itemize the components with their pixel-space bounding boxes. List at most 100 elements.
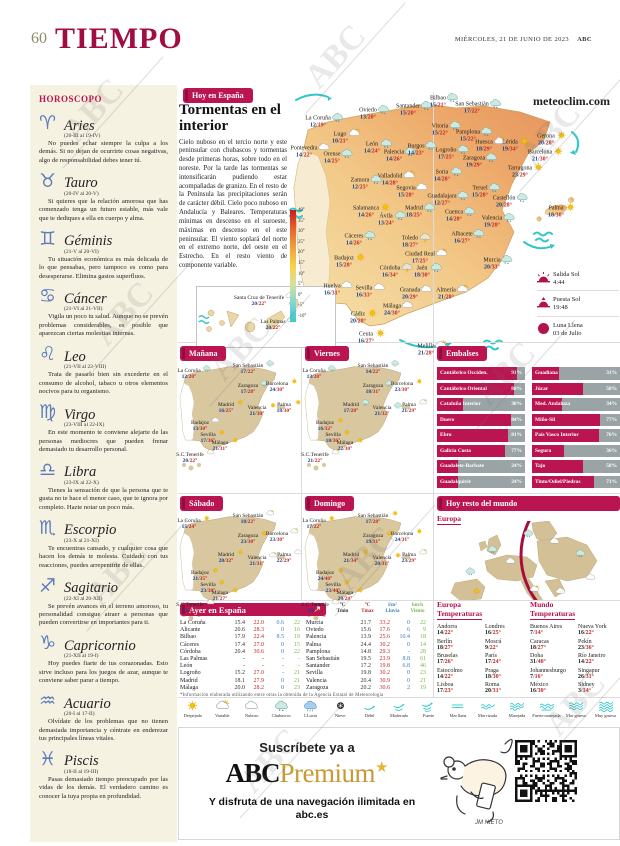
map-city-barcelona: Barcelona 24/31° — [391, 528, 423, 543]
scale-tick: 5° — [298, 282, 303, 288]
map-city-barcelona: Barcelona 24/30° — [266, 378, 298, 393]
date-text: MIÉRCOLES, 21 DE JUNIO DE 2023 — [454, 36, 570, 43]
yesterday-row: Oviedo 15.6 17.6 6 9 — [306, 627, 426, 634]
rain-icon — [423, 202, 435, 212]
star-icon: ★ — [375, 760, 389, 776]
yesterday-row: La Coruña 15.4 22.0 0.6 22 — [180, 620, 300, 626]
rain-icon — [391, 360, 399, 367]
cloud-icon — [318, 142, 330, 150]
zodiac-tauro-icon: ♉ — [39, 169, 57, 192]
world-temperatures: Europa Temperaturas Andorra 14/22° Londres 1… — [437, 600, 620, 701]
map-city-l-rida: Lérida 19/34° — [502, 137, 529, 152]
legend-marejada: Marejada — [502, 700, 531, 724]
zodiac-sign-name: Virgo — [64, 406, 96, 423]
col-header-viento: km/h Viento — [410, 603, 425, 614]
cloud-icon — [421, 284, 433, 292]
map-city-palma: Palma 21/29° — [402, 398, 427, 414]
yesterday-row: Madrid 18.1 27.9 0 21 — [180, 677, 300, 684]
zodiac-dates: (20-IV al 20-V) — [64, 190, 99, 197]
reservoir-bar-guadalete-barbate: Guadalete-Barbate 24% — [437, 460, 525, 473]
variable-icon — [331, 448, 340, 455]
zodiac-sign-name: Escorpio — [64, 522, 117, 539]
dateline: MIÉRCOLES, 21 DE JUNIO DE 2023 ABC — [455, 36, 592, 43]
sun-icon — [188, 701, 198, 711]
article-body: Cielo nuboso en el tercio norte y este p… — [179, 138, 287, 270]
sun-icon — [368, 309, 377, 318]
reservoir-bar-cant-brico-occiden-: Cantábrico Occiden. 91% — [437, 367, 525, 380]
map-city-sevilla: Sevilla 23/38° — [200, 579, 225, 594]
rain-icon — [361, 399, 370, 406]
sunset-label: Puesta Sol — [553, 296, 581, 304]
map-city-sevilla: Sevilla 18/36° — [325, 429, 350, 444]
sunset-row: Puesta Sol 19:48 — [537, 296, 619, 317]
qr-code[interactable] — [515, 740, 577, 802]
rain-icon — [489, 98, 501, 108]
meteoclim-link[interactable]: meteoclim.com — [533, 94, 610, 108]
zodiac-dates: (21-V al 20-VI) — [64, 248, 99, 255]
rain-icon — [457, 190, 469, 200]
zodiac-text: Te encuentras cansado, y cualquier cosa … — [39, 544, 168, 569]
rain-icon — [465, 567, 476, 575]
map-city-valencia: Valencia 21/30° — [248, 402, 276, 417]
reservoir-bar-galicia-costa: Galicia Costa 77% — [437, 444, 525, 457]
horoscope-sidebar: HOROSCOPO ♈ Aries (20-III al 19-IV) No pu… — [30, 85, 177, 842]
rain-icon — [487, 545, 498, 553]
legend-label: Nieve — [334, 713, 346, 718]
legend-chubascos: Chubascos — [266, 700, 295, 724]
yesterday-row: Las Palmas - - - - — [180, 655, 300, 662]
snow-icon — [336, 702, 344, 710]
legend-label: Nuboso — [244, 713, 259, 718]
rain-icon — [260, 380, 269, 387]
badge-embalses: Embalses — [437, 346, 488, 361]
scale-tick: 20° — [298, 250, 305, 256]
zodiac-entry-acuario: ♒ Acuario (20-I al 17-II) Olvídate de los… — [39, 692, 168, 743]
moon-date: 03 de Julio — [553, 329, 582, 337]
variable-icon — [456, 284, 469, 292]
map-city-barcelona: Barcelona 23/30° — [391, 378, 423, 393]
rain-icon — [328, 365, 336, 372]
legend-mar-gruesa: Mar gruesa — [561, 700, 590, 724]
yesterday-title: Ayer en España — [189, 605, 246, 615]
map-city-badajoz: Badajoz 16/32° — [316, 417, 344, 432]
zodiac-entry-cáncer: ♋ Cáncer (21-VI al 21-VII) Vigila un poco… — [39, 287, 168, 338]
map-city-las-palmas: Las Palmas 20/22° — [260, 315, 296, 331]
map-city-castell-n: Castellón 20/28° — [493, 192, 528, 208]
map-city-valencia: Valencia 20/31° — [373, 552, 401, 567]
abc-premium-ad[interactable]: Suscríbete ya a ABCPremium★ Y disfruta d… — [178, 727, 620, 840]
legend-variable: Variable — [207, 700, 236, 724]
storm-icon — [419, 232, 431, 243]
legend-mar-rizada: Mar rizada — [473, 700, 502, 724]
sun-icon — [232, 587, 238, 593]
map-city-s-c-tenerife: S.C.Tenerife 21/22° — [301, 448, 340, 464]
col-header-tmax: °C Tmax — [361, 603, 374, 614]
zodiac-dates: (21-VII al 22-VIII) — [64, 364, 107, 371]
legend-fuerte-marejada: Fuerte marejada — [532, 700, 561, 724]
diagonal-arrow-icon: ↗ — [313, 604, 321, 614]
zodiac-libra-icon: ♎ — [39, 458, 57, 481]
map-city-murcia: Murcia 20/33° — [483, 254, 513, 270]
map-city-ja-n: Jaén 18/30° — [414, 262, 442, 278]
legend-label: Mar rizada — [477, 713, 497, 718]
zodiac-dates: (21-XII al 19-I) — [64, 653, 99, 660]
map-city-santa-cruz-de-tenerife: Santa Cruz de Tenerife 20/22° — [234, 291, 295, 307]
map-city-la-coru-a: La Coruña 15/24° — [177, 515, 210, 530]
yesterday-row: Málaga 20.0 28.2 0 23 — [180, 684, 300, 691]
zodiac-dates: (21-VI al 21-VII) — [64, 306, 103, 313]
reservoir-bar-segura: Segura 36% — [532, 444, 620, 457]
temp-city: Estocolmo 14/22° — [437, 667, 463, 680]
sun-icon — [381, 203, 390, 212]
cloud-icon — [341, 280, 353, 288]
wind3-icon — [421, 702, 433, 713]
map-city-burgos: Burgos 14/23° — [407, 140, 437, 156]
legend-label: Variable — [214, 713, 230, 718]
rain-icon — [489, 182, 500, 192]
mini-spain-shape — [179, 516, 286, 621]
temp-city: Lisboa 17/23° — [437, 682, 454, 695]
map-city-salamanca: Salamanca 14/26° — [353, 203, 390, 218]
zodiac-entry-libra: ♎ Libra (23-IX al 22-X) Tienes la sensaci… — [39, 458, 168, 512]
map-city-le-n: León 14/24° — [364, 138, 392, 154]
col-header-lluvia: l/m² Lluvia — [385, 603, 400, 614]
zodiac-text: Tu situación económica es más delicada d… — [39, 255, 168, 280]
variable-icon — [493, 136, 506, 144]
zodiac-sign-name: Sagitario — [64, 580, 118, 596]
